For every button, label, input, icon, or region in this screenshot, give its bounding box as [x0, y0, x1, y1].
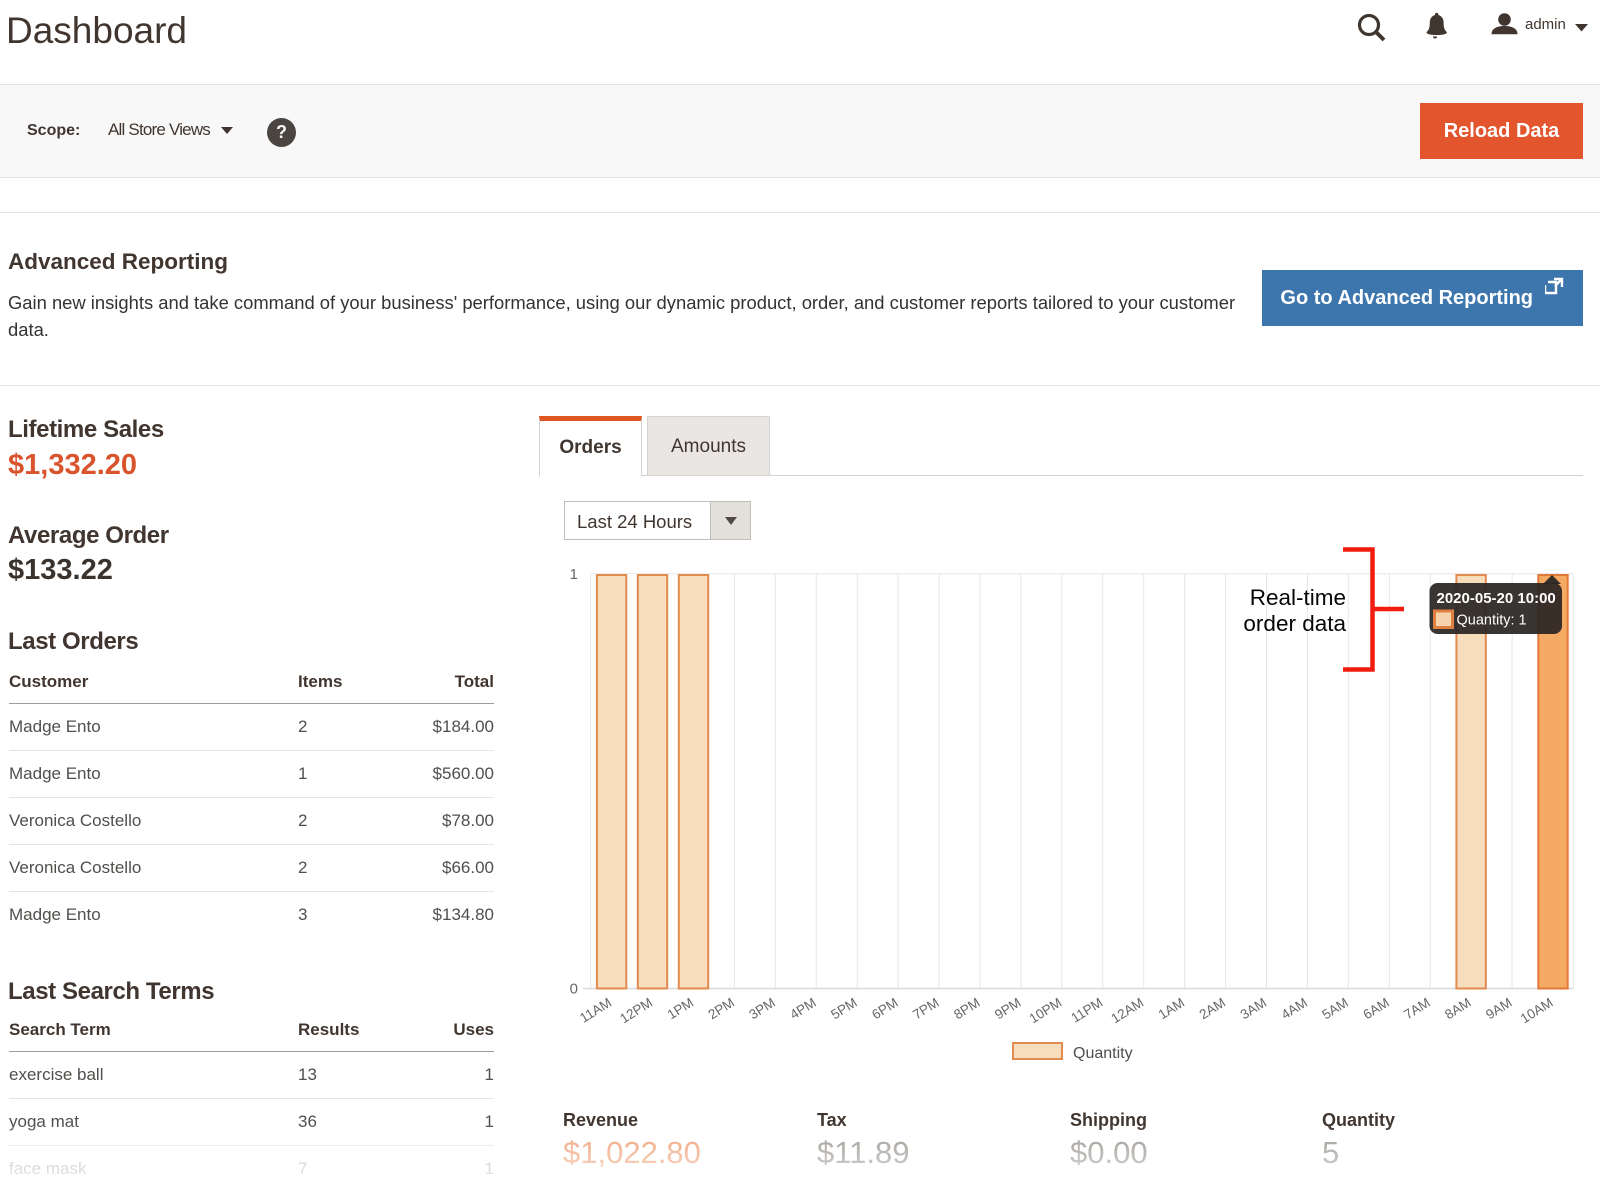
svg-text:9PM: 9PM — [992, 995, 1023, 1022]
svg-text:order data: order data — [1243, 611, 1346, 636]
svg-text:4PM: 4PM — [787, 995, 818, 1022]
svg-text:1PM: 1PM — [665, 995, 696, 1022]
svg-text:Quantity: 1: Quantity: 1 — [1457, 613, 1527, 629]
svg-text:6AM: 6AM — [1360, 995, 1391, 1022]
svg-text:5AM: 5AM — [1319, 995, 1350, 1022]
svg-text:2020-05-20 10:00: 2020-05-20 10:00 — [1437, 590, 1556, 607]
svg-text:2AM: 2AM — [1197, 995, 1228, 1022]
svg-text:3PM: 3PM — [746, 995, 777, 1022]
svg-text:8AM: 8AM — [1442, 995, 1473, 1022]
svg-text:9AM: 9AM — [1483, 995, 1514, 1022]
svg-text:11PM: 11PM — [1068, 995, 1105, 1026]
svg-text:1AM: 1AM — [1156, 995, 1187, 1022]
svg-text:0: 0 — [570, 981, 578, 998]
svg-text:12PM: 12PM — [617, 995, 655, 1026]
svg-text:10PM: 10PM — [1027, 995, 1065, 1026]
svg-text:10AM: 10AM — [1518, 995, 1556, 1026]
svg-text:6PM: 6PM — [869, 995, 900, 1022]
svg-text:8PM: 8PM — [951, 995, 982, 1022]
svg-text:5PM: 5PM — [828, 995, 859, 1022]
svg-text:2PM: 2PM — [705, 995, 736, 1022]
svg-text:3AM: 3AM — [1238, 995, 1269, 1022]
svg-text:11AM: 11AM — [577, 995, 614, 1026]
svg-text:1: 1 — [570, 566, 578, 583]
svg-text:Quantity: Quantity — [1073, 1045, 1133, 1062]
svg-text:4AM: 4AM — [1278, 995, 1309, 1022]
svg-text:12AM: 12AM — [1108, 995, 1146, 1026]
svg-text:7AM: 7AM — [1401, 995, 1432, 1022]
svg-text:Real-time: Real-time — [1250, 585, 1346, 610]
svg-text:7PM: 7PM — [910, 995, 941, 1022]
